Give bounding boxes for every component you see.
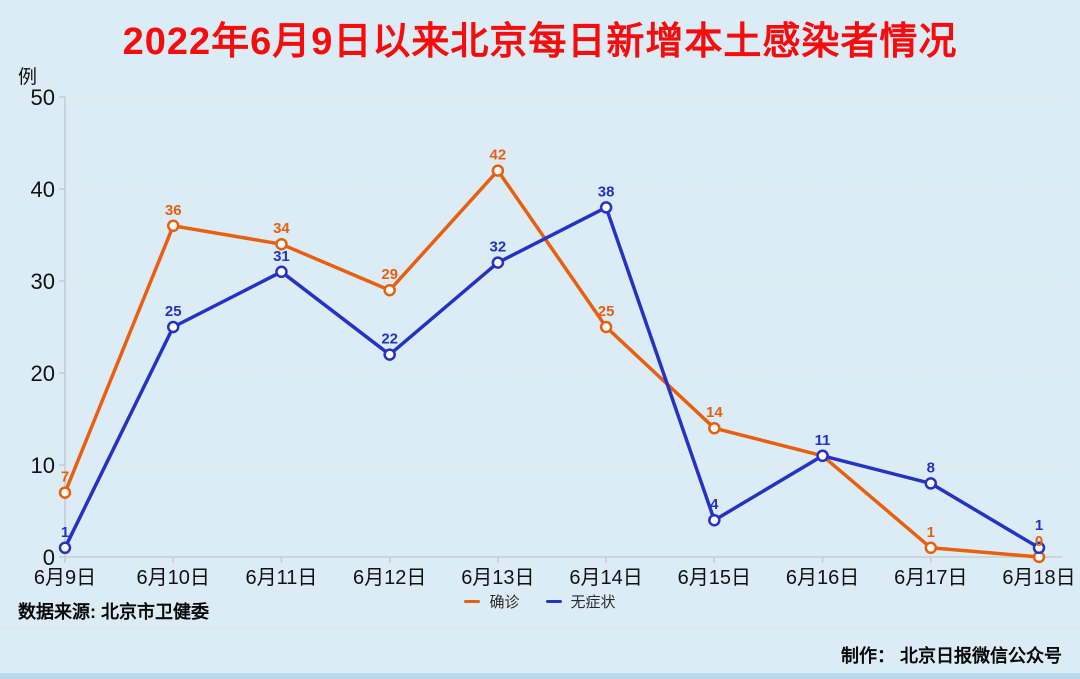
data-point-label: 7 — [61, 469, 69, 486]
legend-item[interactable]: 无症状 — [545, 591, 616, 612]
x-axis-tick-label: 6月17日 — [894, 567, 967, 589]
x-axis-tick-label: 6月13日 — [461, 567, 534, 589]
data-point-marker — [491, 256, 505, 269]
data-point-label: 1 — [927, 524, 935, 541]
data-point-label: 38 — [598, 183, 615, 200]
x-axis-tick-label: 6月14日 — [569, 567, 642, 589]
legend-line-swatch — [545, 599, 562, 604]
chart-legend: 确诊 无症状 — [0, 591, 1080, 612]
data-point-marker — [166, 320, 180, 334]
data-point-label: 42 — [490, 147, 507, 164]
data-point-label: 29 — [381, 266, 398, 283]
data-point-label: 25 — [598, 303, 615, 320]
y-axis-tick-label: 30 — [31, 269, 55, 294]
data-point-label: 14 — [706, 404, 723, 421]
credit-label: 制作： 北京日报微信公众号 — [841, 646, 1062, 666]
data-point-marker — [275, 237, 288, 251]
data-point-marker — [58, 541, 72, 555]
x-axis-tick-label: 6月11日 — [245, 567, 317, 589]
data-point-marker — [708, 513, 721, 527]
y-axis-tick-label: 10 — [31, 453, 55, 478]
series-line-确诊 — [63, 168, 1041, 559]
legend-label: 无症状 — [570, 594, 616, 611]
data-point-label: 36 — [165, 202, 182, 219]
x-axis-tick-label: 6月15日 — [678, 567, 751, 589]
data-point-marker — [275, 265, 288, 279]
x-axis-tick-label: 6月12日 — [353, 567, 426, 589]
legend-item[interactable]: 确诊 — [464, 591, 520, 612]
x-axis-tick-label: 6月18日 — [1002, 567, 1075, 589]
data-point-marker — [383, 348, 396, 361]
y-axis-tick-label: 0 — [43, 545, 55, 570]
data-point-marker — [599, 320, 613, 334]
y-axis-tick-label: 40 — [31, 177, 55, 202]
data-point-marker — [166, 219, 180, 233]
footer-divider — [0, 627, 1080, 628]
data-point-marker — [58, 486, 72, 499]
data-point-marker — [491, 164, 505, 177]
chart-title: 2022年6月9日以来北京每日新增本土感染者情况 — [122, 21, 958, 63]
x-axis-tick-label: 6月10日 — [137, 567, 210, 589]
data-point-marker — [383, 283, 396, 297]
legend-label: 确诊 — [489, 594, 520, 611]
legend-line-swatch — [464, 599, 481, 604]
y-axis-tick-label: 50 — [31, 85, 55, 110]
data-point-label: 34 — [273, 220, 290, 237]
data-source-label: 数据来源: 北京市卫健委 — [18, 602, 209, 622]
data-point-label: 22 — [381, 331, 398, 348]
data-point-label: 8 — [927, 459, 935, 476]
data-point-label: 4 — [710, 496, 719, 513]
data-point-label: 11 — [815, 432, 831, 449]
x-axis-tick-label: 6月16日 — [786, 567, 859, 589]
y-axis-unit-label: 例 — [18, 67, 38, 88]
data-point-marker — [924, 477, 938, 490]
data-point-label: 1 — [61, 524, 69, 541]
data-point-marker — [816, 449, 829, 463]
data-point-label: 1 — [1035, 517, 1043, 534]
data-point-label: 25 — [165, 303, 182, 320]
data-point-marker — [708, 421, 721, 435]
data-point-marker — [924, 541, 938, 555]
x-axis-tick-label: 6月9日 — [34, 567, 96, 589]
y-axis-tick-label: 20 — [31, 361, 55, 386]
bottom-accent-bar — [0, 673, 1080, 679]
data-point-label: 0 — [1035, 533, 1043, 550]
data-point-marker — [1032, 541, 1046, 555]
data-point-marker — [599, 201, 613, 214]
data-point-label: 32 — [490, 239, 507, 256]
series-line-无症状 — [63, 205, 1041, 550]
data-point-label: 31 — [273, 248, 290, 265]
